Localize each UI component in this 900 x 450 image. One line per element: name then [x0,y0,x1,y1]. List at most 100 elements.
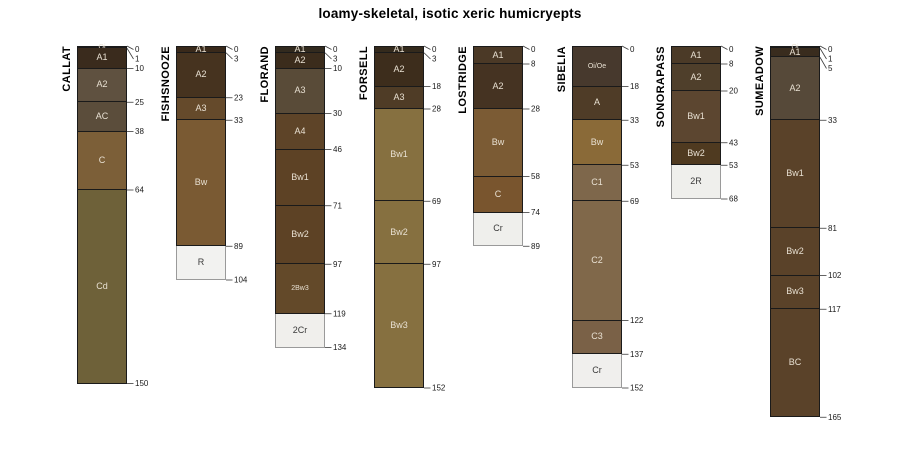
horizon-label: A1 [96,52,108,63]
horizon-2cr: 2Cr [275,313,325,348]
depth-label: 152 [630,384,644,393]
horizon-label: A2 [393,63,405,74]
horizon-a2: A2 [275,52,325,69]
horizon-label: A2 [492,80,504,91]
depth-label: 28 [531,105,540,114]
horizon-a1: A1 [671,46,721,64]
depth-label: 25 [135,98,144,107]
horizon-label: C [494,188,502,199]
depth-label: 0 [531,45,536,54]
horizon-label: A2 [294,54,306,65]
horizon-label: A3 [393,91,405,102]
depth-label: 97 [333,260,342,269]
horizon-oi: Oi [77,43,127,51]
depth-axis: 0 8 20 43 53 68 [720,45,738,204]
depth-label: 58 [531,172,540,181]
depth-label: 5 [828,64,833,73]
horizon-label: Bw1 [291,171,309,182]
depth-label: 102 [828,271,842,280]
profile-id-label: SUMEADOW [754,46,766,116]
horizon-bc: BC [770,309,820,418]
horizon-label: A1 [690,49,702,60]
profile-column: Oi/Oe A Bw C1 C2 C3 Cr [572,46,622,388]
profile-column: A1 A2 Bw C Cr [473,46,523,247]
depth-label: 68 [729,195,738,204]
depth-label: 3 [234,55,239,64]
depth-label: 0 [630,45,635,54]
depth-label: 0 [828,45,833,54]
horizon-label: A1 [294,43,306,54]
horizon-label: 2R [690,176,702,187]
profile-id-label: SONORAPASS [655,46,667,128]
horizon-c3: C3 [572,320,622,355]
horizon-label: Bw [194,177,208,188]
horizon-label: A4 [294,125,306,136]
horizon-label: Cd [96,280,108,291]
depth-label: 23 [234,93,243,102]
horizon-label: Bw2 [786,245,804,256]
depth-label: 0 [234,45,239,54]
horizon-label: BC [788,357,802,368]
horizon-a3: A3 [275,68,325,114]
horizon-bw: Bw [176,120,226,247]
depth-label: 165 [828,413,842,422]
depth-axis: 03 23 33 89 104 [225,45,248,285]
depth-label: 10 [333,64,342,73]
depth-label: 69 [630,197,639,206]
horizon-label: R [197,257,205,268]
profile-column: A1 A2 Bw1 Bw2 2R [671,46,721,199]
depth-label: 53 [630,161,639,170]
horizon-label: Oi [98,43,106,51]
depth-label: 33 [234,116,243,125]
horizon-2bw3: 2Bw3 [275,264,325,314]
horizon-label: C [98,154,106,165]
horizon-label: A1 [789,46,801,57]
horizon-bw1: Bw1 [275,149,325,206]
depth-label: 152 [432,384,446,393]
horizon-a2: A2 [473,64,523,109]
horizon-label: 2Bw3 [291,285,309,292]
profile-id-label: FISHSNOOZE [160,46,172,122]
horizon-c: C [473,176,523,213]
horizon-label: Cr [592,365,602,376]
horizon-label: A2 [789,82,801,93]
depth-axis: 015 33 81 102 117 165 [819,45,842,422]
depth-label: 74 [531,208,540,217]
horizon-a3: A3 [176,97,226,121]
horizon-2r: 2R [671,165,721,199]
horizon-bw2: Bw2 [770,228,820,276]
horizon-bw: Bw [473,109,523,177]
horizon-label: C1 [591,177,603,188]
profile-column: A1 A2 A3 Bw1 Bw2 Bw3 [374,44,424,388]
horizon-a2: A2 [77,68,127,103]
depth-label: 0 [432,45,437,54]
depth-label: 104 [234,276,248,285]
horizon-cr: Cr [473,212,523,247]
horizon-bw3: Bw3 [374,264,424,388]
horizon-bw2: Bw2 [374,201,424,265]
horizon-label: Cr [493,223,503,234]
depth-label: 20 [729,87,738,96]
horizon-bw1: Bw1 [671,91,721,143]
depth-label: 69 [432,197,441,206]
horizon-label: AC [95,110,109,121]
depth-label: 38 [135,127,144,136]
profile-id-label: FLORAND [259,46,271,103]
horizon-a1: A1 [77,48,127,69]
depth-label: 3 [333,55,338,64]
horizon-a2: A2 [176,52,226,98]
horizon-r: R [176,246,226,280]
horizon-label: Oi/Oe [587,62,607,70]
depth-label: 33 [630,116,639,125]
depth-label: 18 [432,82,441,91]
depth-label: 0 [729,45,734,54]
horizon-bw3: Bw3 [770,275,820,310]
horizon-c2: C2 [572,201,622,321]
depth-label: 97 [432,260,441,269]
horizon-label: Bw [590,136,604,147]
profile-id-label: FORSELL [358,46,370,101]
depth-label: 8 [531,60,536,69]
horizon-label: A1 [195,43,207,54]
